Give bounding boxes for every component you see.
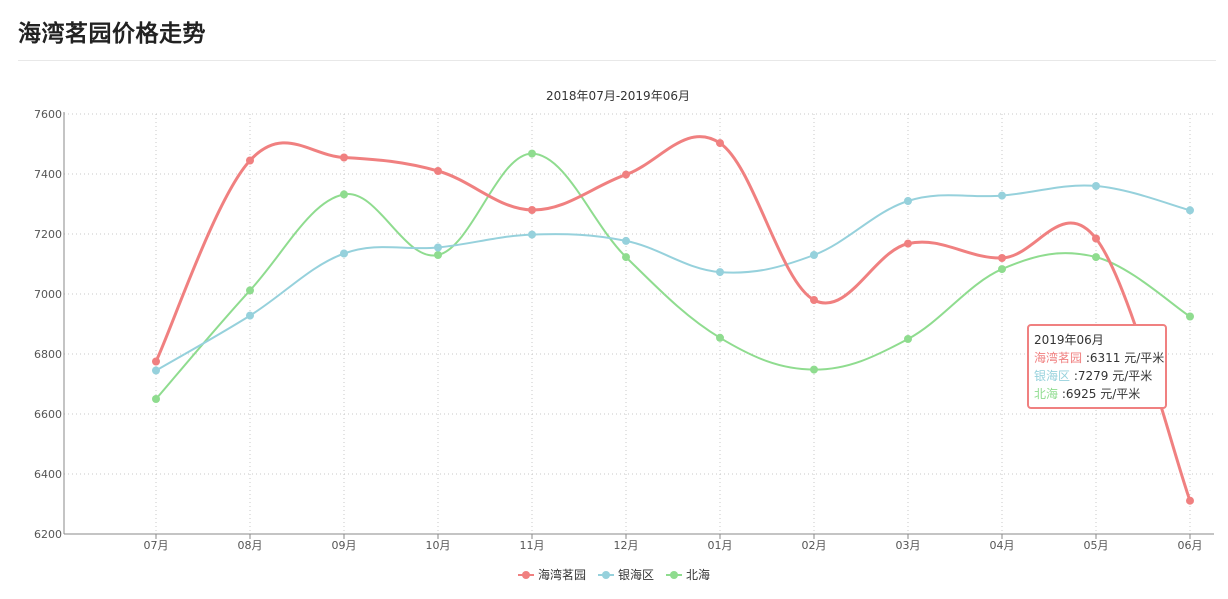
legend-swatch — [517, 569, 534, 581]
legend-item-beihai[interactable]: 北海 — [666, 566, 710, 583]
tooltip-row-haiwanmingyuan: 海湾茗园 :6311 元/平米 — [1034, 349, 1164, 367]
data-point — [528, 230, 536, 239]
data-point — [246, 156, 254, 165]
data-point — [246, 311, 254, 320]
x-tick-label: 06月 — [1178, 539, 1203, 552]
data-point — [340, 153, 348, 162]
tooltip-value: 6311 — [1089, 351, 1121, 365]
data-point — [340, 190, 348, 199]
legend-item-haiwanmingyuan[interactable]: 海湾茗园 — [517, 566, 586, 583]
y-tick-label: 7200 — [34, 228, 62, 241]
x-tick-label: 08月 — [238, 539, 263, 552]
tooltip-unit: 元/平米 — [1124, 351, 1165, 365]
data-point — [434, 243, 442, 252]
data-point — [716, 268, 724, 277]
y-tick-label: 6800 — [34, 348, 62, 361]
tooltip-value: 7279 — [1077, 369, 1109, 383]
x-tick-label: 07月 — [144, 539, 169, 552]
tooltip-sep: : — [1061, 387, 1066, 401]
x-tick-label: 05月 — [1084, 539, 1109, 552]
tooltip-sep: : — [1073, 369, 1078, 383]
data-point — [340, 249, 348, 258]
data-point — [810, 365, 818, 374]
y-tick-label: 7000 — [34, 288, 62, 301]
tooltip-value: 6925 — [1065, 387, 1097, 401]
data-point — [434, 251, 442, 259]
legend-label: 海湾茗园 — [537, 568, 586, 582]
tooltip-unit: 元/平米 — [1100, 387, 1141, 401]
legend-swatch — [666, 569, 682, 581]
tooltip-sep: : — [1085, 351, 1090, 365]
x-tick-label: 10月 — [426, 539, 451, 552]
tooltip-series-name: 海湾茗园 — [1034, 351, 1083, 365]
data-point — [716, 333, 724, 342]
legend-label: 北海 — [686, 568, 711, 582]
y-tick-label: 7600 — [34, 108, 62, 121]
chart-legend: 海湾茗园 银海区 北海 — [0, 566, 1228, 583]
data-point — [904, 335, 912, 343]
y-tick-label: 6400 — [34, 468, 62, 481]
data-point — [810, 251, 818, 259]
data-point — [622, 170, 630, 179]
series-line — [154, 135, 1192, 502]
data-point — [152, 357, 160, 366]
tooltip-unit: 元/平米 — [1112, 369, 1153, 383]
tooltip-row-yinhaiqu: 银海区 :7279 元/平米 — [1034, 367, 1159, 385]
title-divider — [18, 60, 1216, 61]
data-point — [434, 167, 442, 175]
tooltip-series-name: 银海区 — [1034, 369, 1071, 383]
tooltip-title: 2019年06月 — [1034, 333, 1104, 347]
data-point — [998, 254, 1006, 262]
y-tick-label: 6200 — [34, 528, 62, 541]
data-point — [152, 395, 160, 403]
legend-swatch — [597, 569, 614, 581]
data-point — [904, 197, 912, 205]
data-point — [528, 206, 536, 214]
data-point — [622, 236, 630, 245]
x-tick-label: 09月 — [332, 539, 357, 552]
tooltip-row-beihai: 北海 :6925 元/平米 — [1034, 385, 1159, 403]
data-point — [528, 149, 536, 158]
data-point — [1092, 182, 1100, 190]
data-point — [152, 366, 160, 375]
y-tick-label: 6600 — [34, 408, 62, 421]
data-point — [1186, 312, 1194, 321]
tooltip-series-name: 北海 — [1034, 387, 1059, 401]
data-point — [1092, 234, 1100, 243]
data-point — [810, 296, 818, 304]
legend-item-yinhaiqu[interactable]: 银海区 — [597, 566, 654, 583]
chart-title: 2018年07月-2019年06月 — [546, 89, 690, 103]
data-point — [716, 139, 724, 148]
x-tick-label: 12月 — [614, 539, 639, 552]
page-title: 海湾茗园价格走势 — [18, 21, 206, 47]
data-point — [998, 191, 1006, 200]
legend-label: 银海区 — [617, 568, 654, 582]
data-point — [1186, 496, 1194, 505]
data-point — [246, 286, 254, 295]
data-point — [1186, 206, 1194, 215]
data-point — [1092, 253, 1100, 262]
x-tick-label: 11月 — [520, 539, 545, 552]
data-point — [622, 253, 630, 262]
chart-tooltip: 2019年06月 海湾茗园 :6311 元/平米 银海区 :7279 元/平米 … — [1027, 324, 1167, 409]
x-tick-label: 04月 — [990, 539, 1015, 552]
y-tick-label: 7400 — [34, 168, 62, 181]
data-point — [998, 265, 1006, 274]
x-tick-label: 01月 — [708, 539, 733, 552]
x-tick-label: 03月 — [896, 539, 921, 552]
data-point — [904, 239, 912, 248]
x-tick-label: 02月 — [802, 539, 827, 552]
